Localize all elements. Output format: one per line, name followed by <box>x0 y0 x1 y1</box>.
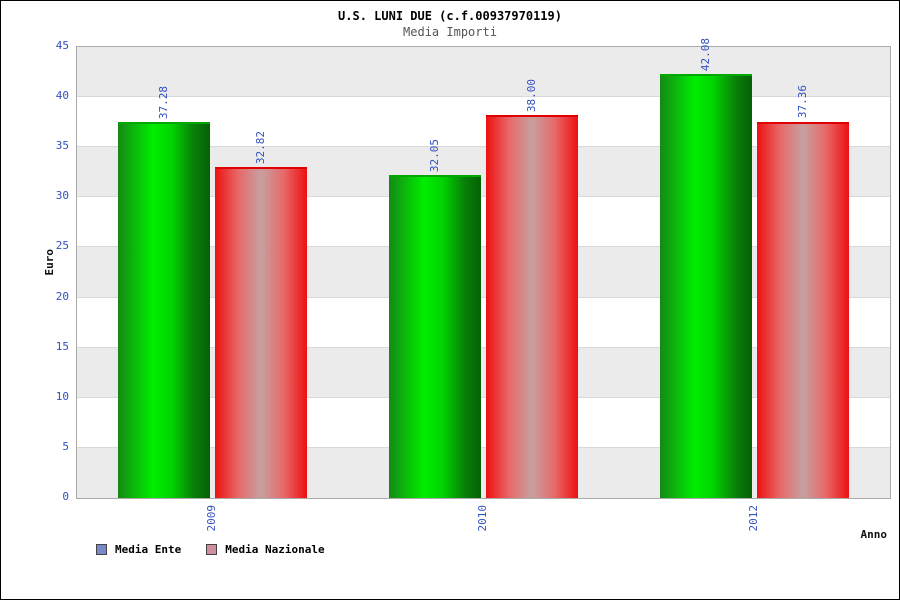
bar-value-label: 32.82 <box>254 130 267 165</box>
background-band <box>77 397 890 448</box>
bar-value-label: 37.28 <box>157 86 170 120</box>
y-tick-label-25: 25 <box>55 239 69 253</box>
y-tick-label-45: 45 <box>55 39 69 52</box>
gridline <box>77 296 890 298</box>
gridline <box>77 96 890 98</box>
y-tick-label-30: 30 <box>55 189 69 203</box>
legend-swatch-icon <box>206 544 218 555</box>
bar-value-label: 42.08 <box>699 38 712 72</box>
bar-media-ente-2009 <box>118 122 210 498</box>
y-tick-label-0: 0 <box>62 490 69 503</box>
gridline <box>77 196 890 198</box>
background-band <box>77 347 890 398</box>
bar-value-label: 38.00 <box>525 79 538 113</box>
gridline <box>77 396 890 398</box>
legend-label: Media Nazionale <box>225 543 325 556</box>
x-axis-title: Anno <box>860 528 888 541</box>
bar-media-nazionale-2010 <box>486 115 578 498</box>
background-band <box>77 97 890 148</box>
chart-title: U.S. LUNI DUE (c.f.00937970119) <box>338 9 562 23</box>
gridline <box>77 246 890 248</box>
x-tick-label-2009: 2009 <box>204 505 218 532</box>
legend-label: Media Ente <box>115 543 182 556</box>
y-tick-label-10: 10 <box>55 389 69 403</box>
background-band <box>77 47 890 98</box>
bar-value-label: 32.05 <box>428 138 441 172</box>
background-band <box>77 197 890 248</box>
background-band <box>77 447 890 498</box>
bar-media-nazionale-2009 <box>215 167 307 498</box>
legend-item: Media Ente <box>96 543 181 556</box>
legend: Media Ente Media Nazionale <box>96 543 325 556</box>
y-tick-label-40: 40 <box>55 89 69 103</box>
chart-subtitle: Media Importi <box>403 25 497 39</box>
bar-media-nazionale-2012 <box>757 121 849 498</box>
background-band <box>77 147 890 198</box>
gridline <box>77 346 890 348</box>
legend-swatch-icon <box>96 544 107 555</box>
bar-value-label: 37.36 <box>796 85 809 119</box>
background-band <box>77 297 890 348</box>
x-tick-label-2012: 2012 <box>746 505 760 532</box>
y-tick-label-20: 20 <box>55 289 69 303</box>
y-axis-title: Euro <box>43 249 56 276</box>
legend-item: Media Nazionale <box>206 543 325 556</box>
y-tick-label-5: 5 <box>62 439 69 453</box>
x-tick-label-2010: 2010 <box>475 505 489 532</box>
bar-media-ente-2010 <box>389 174 481 498</box>
background-band <box>77 247 890 298</box>
y-tick-label-35: 35 <box>55 139 69 153</box>
plot-area: 37.28 32.82 32.05 38.00 42.08 37.36 <box>76 38 891 499</box>
y-tick-label-15: 15 <box>55 339 69 353</box>
gridline <box>77 446 890 448</box>
gridline <box>77 146 890 148</box>
bar-media-ente-2012 <box>660 74 752 498</box>
